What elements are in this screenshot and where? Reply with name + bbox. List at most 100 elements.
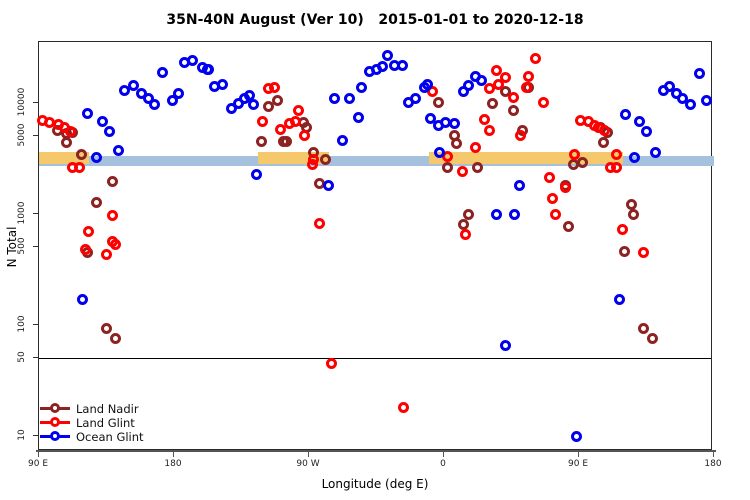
data-point (458, 218, 469, 230)
data-point (470, 142, 481, 154)
data-point (483, 124, 495, 136)
data-point (599, 124, 610, 136)
data-point (560, 181, 571, 193)
data-point (257, 115, 268, 127)
data-point (515, 129, 526, 141)
data-point (530, 52, 541, 64)
data-point (269, 82, 280, 94)
x-tick-mark (38, 452, 39, 457)
data-point (396, 59, 408, 71)
data-point (81, 107, 93, 119)
data-point (617, 223, 628, 235)
data-point (275, 123, 286, 135)
data-point (507, 104, 519, 116)
data-point (96, 115, 108, 127)
data-point (75, 148, 87, 160)
y-tick-mark (33, 324, 38, 326)
data-point (513, 180, 525, 192)
data-point (410, 92, 421, 104)
x-tick-label: 0 (440, 459, 446, 469)
y-tick-mark (33, 246, 38, 248)
data-point (476, 75, 487, 87)
data-point (627, 208, 639, 220)
data-point (101, 322, 112, 334)
data-point (353, 111, 364, 123)
data-point (156, 66, 168, 78)
legend-symbol (40, 415, 70, 429)
data-point (614, 293, 625, 305)
legend-label: Ocean Glint (76, 430, 144, 444)
data-point (500, 85, 511, 97)
data-point (143, 92, 154, 104)
legend-symbol (40, 401, 70, 415)
x-axis-line (36, 450, 716, 452)
data-point (434, 146, 445, 158)
data-point (101, 248, 112, 260)
x-tick-mark (443, 452, 444, 457)
data-point (255, 136, 267, 148)
data-point (323, 180, 334, 192)
chart-title: 35N-40N August (Ver 10) 2015-01-01 to 20… (166, 12, 584, 28)
data-point (522, 70, 534, 82)
legend-ring-icon (50, 431, 60, 441)
data-point (290, 115, 301, 127)
y-tick-mark (33, 213, 38, 215)
x-tick-label: 180 (704, 459, 722, 469)
x-tick-label: 90 W (296, 459, 320, 469)
x-tick-mark (308, 452, 309, 457)
data-point (456, 165, 468, 177)
data-point (462, 79, 474, 91)
legend-label: Land Nadir (76, 402, 139, 416)
data-point (80, 243, 91, 255)
data-point (398, 402, 409, 414)
data-point (107, 209, 118, 221)
legend-label: Land Glint (76, 416, 135, 430)
land-mean-band (429, 151, 623, 164)
data-point (471, 162, 483, 174)
data-point (60, 137, 72, 149)
data-point (500, 339, 511, 351)
data-point (110, 238, 121, 250)
data-point (278, 136, 289, 148)
data-point (377, 60, 388, 72)
data-point (441, 161, 453, 173)
y-tick-mark (33, 357, 38, 359)
data-point (329, 93, 340, 105)
data-point (633, 115, 645, 127)
x-tick-mark (173, 452, 174, 457)
data-point (83, 225, 94, 237)
legend-ring-icon (50, 417, 60, 427)
data-point (638, 247, 649, 259)
data-point (507, 91, 519, 103)
data-point (620, 108, 631, 120)
data-point (425, 112, 436, 124)
y-tick-mark (33, 135, 38, 137)
data-point (546, 192, 558, 204)
data-point (149, 98, 160, 110)
data-point (173, 87, 184, 99)
x-tick-label: 90 E (28, 459, 48, 469)
plot-area (36, 41, 714, 450)
data-point (626, 198, 637, 210)
legend-symbol (40, 429, 70, 443)
data-point (491, 208, 502, 220)
data-point (441, 151, 453, 163)
data-point (492, 78, 504, 90)
data-point (314, 217, 325, 229)
data-point (336, 134, 348, 146)
data-point (167, 94, 178, 106)
data-point (74, 162, 85, 174)
data-point (293, 104, 304, 116)
data-point (491, 64, 502, 76)
data-point (629, 152, 640, 164)
data-point (381, 49, 393, 61)
data-point (320, 153, 331, 165)
threshold-line-50 (39, 358, 711, 359)
data-point (479, 113, 490, 125)
x-tick-label: 90 E (568, 459, 588, 469)
data-point (569, 148, 580, 160)
data-point (567, 158, 579, 170)
data-point (326, 358, 337, 370)
data-point (641, 125, 652, 137)
